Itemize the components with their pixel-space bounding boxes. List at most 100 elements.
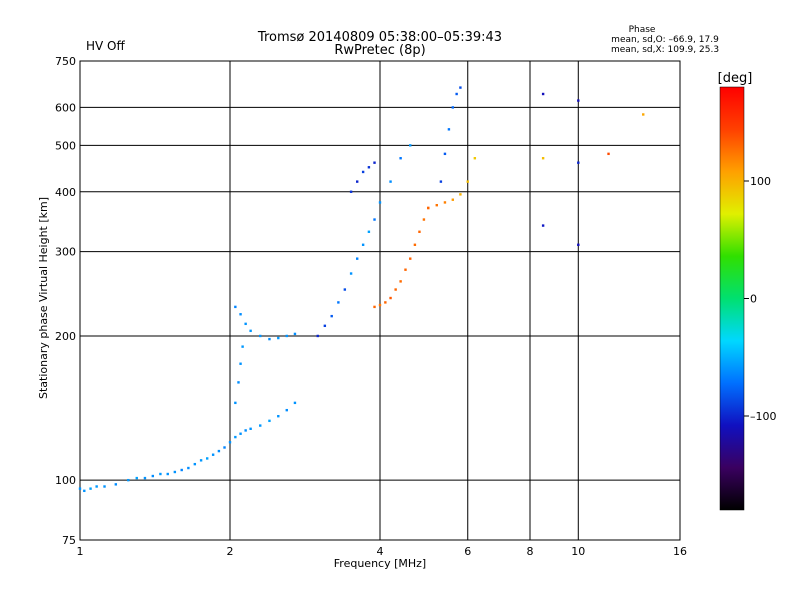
x-tick-label: 16 [673, 545, 687, 558]
data-point [199, 459, 203, 462]
grid-lines [80, 61, 680, 540]
data-point [361, 170, 365, 174]
data-point [205, 457, 209, 460]
data-point [127, 478, 130, 482]
data-point [277, 414, 280, 418]
data-point [451, 198, 455, 201]
data-point [293, 332, 297, 336]
data-point [193, 462, 197, 466]
data-point [259, 424, 262, 427]
data-point [337, 301, 340, 304]
data-point [404, 268, 407, 271]
data-point [435, 203, 438, 207]
data-point [577, 99, 580, 102]
y-tick-label: 100 [55, 474, 76, 487]
data-point [173, 470, 177, 474]
x-tick-label: 8 [527, 545, 534, 558]
y-tick-label: 750 [55, 55, 76, 68]
data-point [367, 230, 371, 233]
x-tick-label: 2 [227, 545, 234, 558]
data-point [268, 419, 271, 423]
data-point [384, 301, 387, 304]
data-point [234, 305, 237, 309]
x-tick-label: 1 [77, 545, 84, 558]
data-point [244, 322, 247, 326]
data-point [409, 144, 412, 147]
data-point [285, 334, 288, 338]
data-point [577, 161, 580, 164]
data-point [239, 432, 242, 435]
data-point [439, 180, 443, 183]
data-point [293, 401, 297, 405]
data-point [234, 401, 237, 405]
data-point [607, 152, 610, 156]
data-point [399, 157, 402, 160]
data-point [244, 429, 247, 432]
data-point [409, 257, 412, 260]
colorbar-tick-labels: 100 0 –100 [744, 175, 777, 423]
y-tick-label: 300 [55, 246, 76, 259]
data-point [427, 206, 430, 210]
hv-status-label: HV Off [86, 39, 125, 53]
y-tick-label: 400 [55, 186, 76, 199]
x-tick-label: 6 [464, 545, 471, 558]
colorbar-tick-label: 100 [750, 175, 771, 188]
data-point [95, 485, 98, 488]
data-point [151, 474, 155, 478]
data-point [83, 489, 86, 493]
phase-stats-x: mean, sd,X: 109.9, 25.3 [611, 45, 719, 55]
colorbar-tick-label: –100 [750, 410, 777, 423]
data-point [159, 472, 162, 476]
data-point [239, 313, 242, 316]
data-point [389, 180, 392, 183]
data-point [451, 106, 455, 109]
data-point [187, 466, 190, 470]
data-point [217, 449, 221, 453]
y-axis-label: Stationary phase Virtual Height [km] [37, 197, 50, 399]
data-point [577, 243, 580, 246]
data-point [447, 128, 451, 131]
data-point [367, 166, 371, 169]
data-point [541, 157, 545, 160]
data-point [413, 243, 417, 246]
data-point [399, 280, 402, 283]
colorbar-tick-label: 0 [750, 293, 757, 306]
data-point [373, 305, 376, 309]
data-point [355, 180, 359, 183]
data-point [78, 487, 82, 490]
x-axis-label: Frequency [MHz] [334, 557, 426, 570]
data-point [223, 446, 226, 449]
chart-title: Tromsø 20140809 05:38:00–05:39:43 [257, 30, 502, 45]
data-point [373, 161, 376, 164]
data-point [166, 472, 169, 476]
data-point [239, 362, 242, 365]
data-point [237, 381, 240, 384]
data-point [135, 476, 138, 480]
x-tick-label: 4 [377, 545, 384, 558]
data-point [378, 201, 382, 204]
data-point [466, 180, 469, 183]
y-tick-label: 600 [55, 101, 76, 114]
data-point [343, 288, 347, 291]
colorbar-unit-label: [deg] [718, 71, 753, 86]
y-tick-label: 200 [55, 330, 76, 343]
data-point [389, 296, 392, 300]
y-tick-label: 500 [55, 139, 76, 152]
data-point [143, 476, 147, 480]
data-point [541, 224, 545, 227]
data-point [89, 487, 92, 490]
data-point [330, 314, 333, 318]
data-point [394, 288, 397, 291]
phase-stats-o: mean, sd,O: –66.9, 17.9 [611, 35, 719, 45]
data-point [349, 190, 353, 193]
x-tick-labels: 1 2 4 6 8 10 16 [77, 545, 688, 558]
data-point [249, 329, 252, 333]
data-point [459, 86, 462, 89]
data-point [459, 193, 462, 196]
data-point [443, 152, 447, 156]
data-point [316, 334, 319, 338]
data-point [211, 453, 215, 456]
data-point [418, 230, 421, 233]
data-point [103, 485, 106, 488]
